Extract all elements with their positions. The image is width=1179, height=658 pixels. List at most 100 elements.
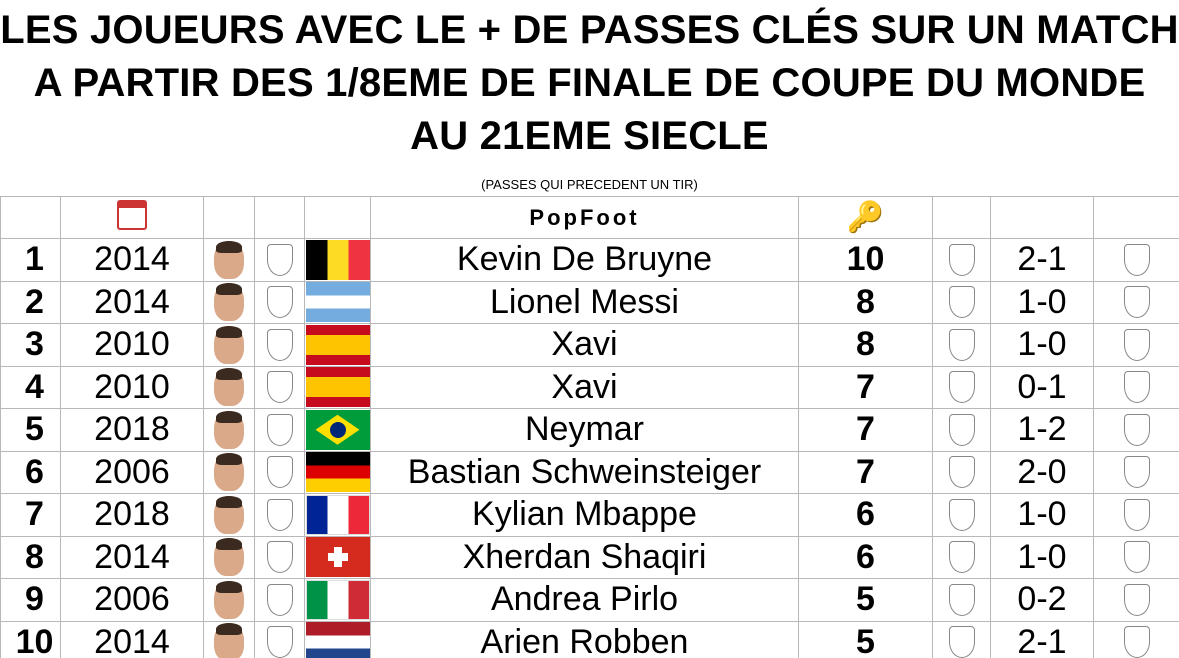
key-passes-count: 7 [798,365,933,409]
match-score: 1-0 [990,280,1094,324]
player-name: Kylian Mbappe [370,493,799,537]
key-icon: 🔑 [846,201,885,234]
team-crest-icon [266,328,293,361]
header-rank-cell [0,196,61,239]
player-name: Xavi [370,323,799,367]
france-flag-icon [305,494,370,535]
team-crest-icon [948,413,975,446]
team-crest-icon [266,541,293,574]
match-score: 1-0 [990,493,1094,537]
rank-cell: 7 [0,493,61,537]
opponent-cell [1093,493,1179,537]
year-cell: 2014 [60,620,204,658]
opponent-crest-icon [1123,413,1150,446]
score-crest-cell [932,493,991,537]
team-crest-icon [948,243,975,276]
match-score: 2-1 [990,238,1094,282]
player-name: Arien Robben [370,620,799,658]
argentina-flag-icon [305,282,370,323]
score-crest-cell [932,535,991,579]
header-logo-cell: PopFoot [370,196,799,239]
netherlands-flag-icon [305,622,370,658]
calendar-icon [117,200,147,230]
flag-cell [304,450,371,494]
opponent-crest-icon [1123,583,1150,616]
opponent-cell [1093,450,1179,494]
key-passes-count: 8 [798,323,933,367]
photo-cell [203,620,255,658]
italy-flag-icon [305,579,370,620]
crest-cell [254,365,305,409]
key-passes-count: 7 [798,450,933,494]
page-title: LES JOUEURS AVEC LE + DE PASSES CLÉS SUR… [0,8,1179,158]
opponent-cell [1093,620,1179,658]
crest-cell [254,493,305,537]
score-crest-cell [932,620,991,658]
match-score: 2-1 [990,620,1094,658]
opponent-cell [1093,238,1179,282]
opponent-cell [1093,280,1179,324]
team-crest-icon [266,583,293,616]
photo-cell [203,323,255,367]
score-crest-cell [932,365,991,409]
popfoot-logo: PopFoot [529,204,640,230]
team-crest-icon [948,498,975,531]
crest-cell [254,450,305,494]
crest-cell [254,238,305,282]
match-score: 0-2 [990,578,1094,622]
rank-cell: 6 [0,450,61,494]
player-photo [214,538,244,577]
match-score: 1-0 [990,535,1094,579]
table-row: 5 2018 Neymar 7 1-2 [0,408,1179,452]
crest-cell [254,535,305,579]
score-crest-cell [932,450,991,494]
germany-flag-icon [305,452,370,493]
header-year-cell [60,196,204,239]
photo-cell [203,238,255,282]
rank-cell: 2 [0,280,61,324]
rank-cell: 4 [0,365,61,409]
player-photo [214,623,244,658]
flag-cell [304,408,371,452]
table-row: 9 2006 Andrea Pirlo 5 0-2 [0,578,1179,622]
match-score: 0-1 [990,365,1094,409]
header-score-crest-cell [932,196,991,239]
player-name: Andrea Pirlo [370,578,799,622]
year-cell: 2006 [60,578,204,622]
team-crest-icon [948,541,975,574]
flag-cell [304,535,371,579]
switzerland-flag-icon [305,537,370,578]
team-crest-icon [266,413,293,446]
year-cell: 2018 [60,408,204,452]
table-row: 10 2014 Arien Robben 5 2-1 [0,620,1179,658]
year-cell: 2014 [60,280,204,324]
year-cell: 2014 [60,238,204,282]
header-passes-cell: 🔑 [798,196,933,239]
player-photo [214,325,244,364]
rank-cell: 9 [0,578,61,622]
header-row: PopFoot 🔑 [0,196,1179,239]
player-photo [214,580,244,619]
key-passes-count: 8 [798,280,933,324]
player-name: Kevin De Bruyne [370,238,799,282]
opponent-cell [1093,365,1179,409]
key-passes-count: 6 [798,493,933,537]
table-row: 7 2018 Kylian Mbappe 6 1-0 [0,493,1179,537]
flag-cell [304,578,371,622]
player-photo [214,240,244,279]
rank-cell: 1 [0,238,61,282]
flag-cell [304,365,371,409]
team-crest-icon [948,583,975,616]
photo-cell [203,535,255,579]
key-passes-count: 6 [798,535,933,579]
opponent-crest-icon [1123,328,1150,361]
opponent-crest-icon [1123,626,1150,658]
key-passes-count: 10 [798,238,933,282]
team-crest-icon [266,456,293,489]
team-crest-icon [266,498,293,531]
team-crest-icon [948,286,975,319]
crest-cell [254,620,305,658]
team-crest-icon [266,286,293,319]
table-row: 2 2014 Lionel Messi 8 1-0 [0,280,1179,324]
player-photo [214,283,244,322]
